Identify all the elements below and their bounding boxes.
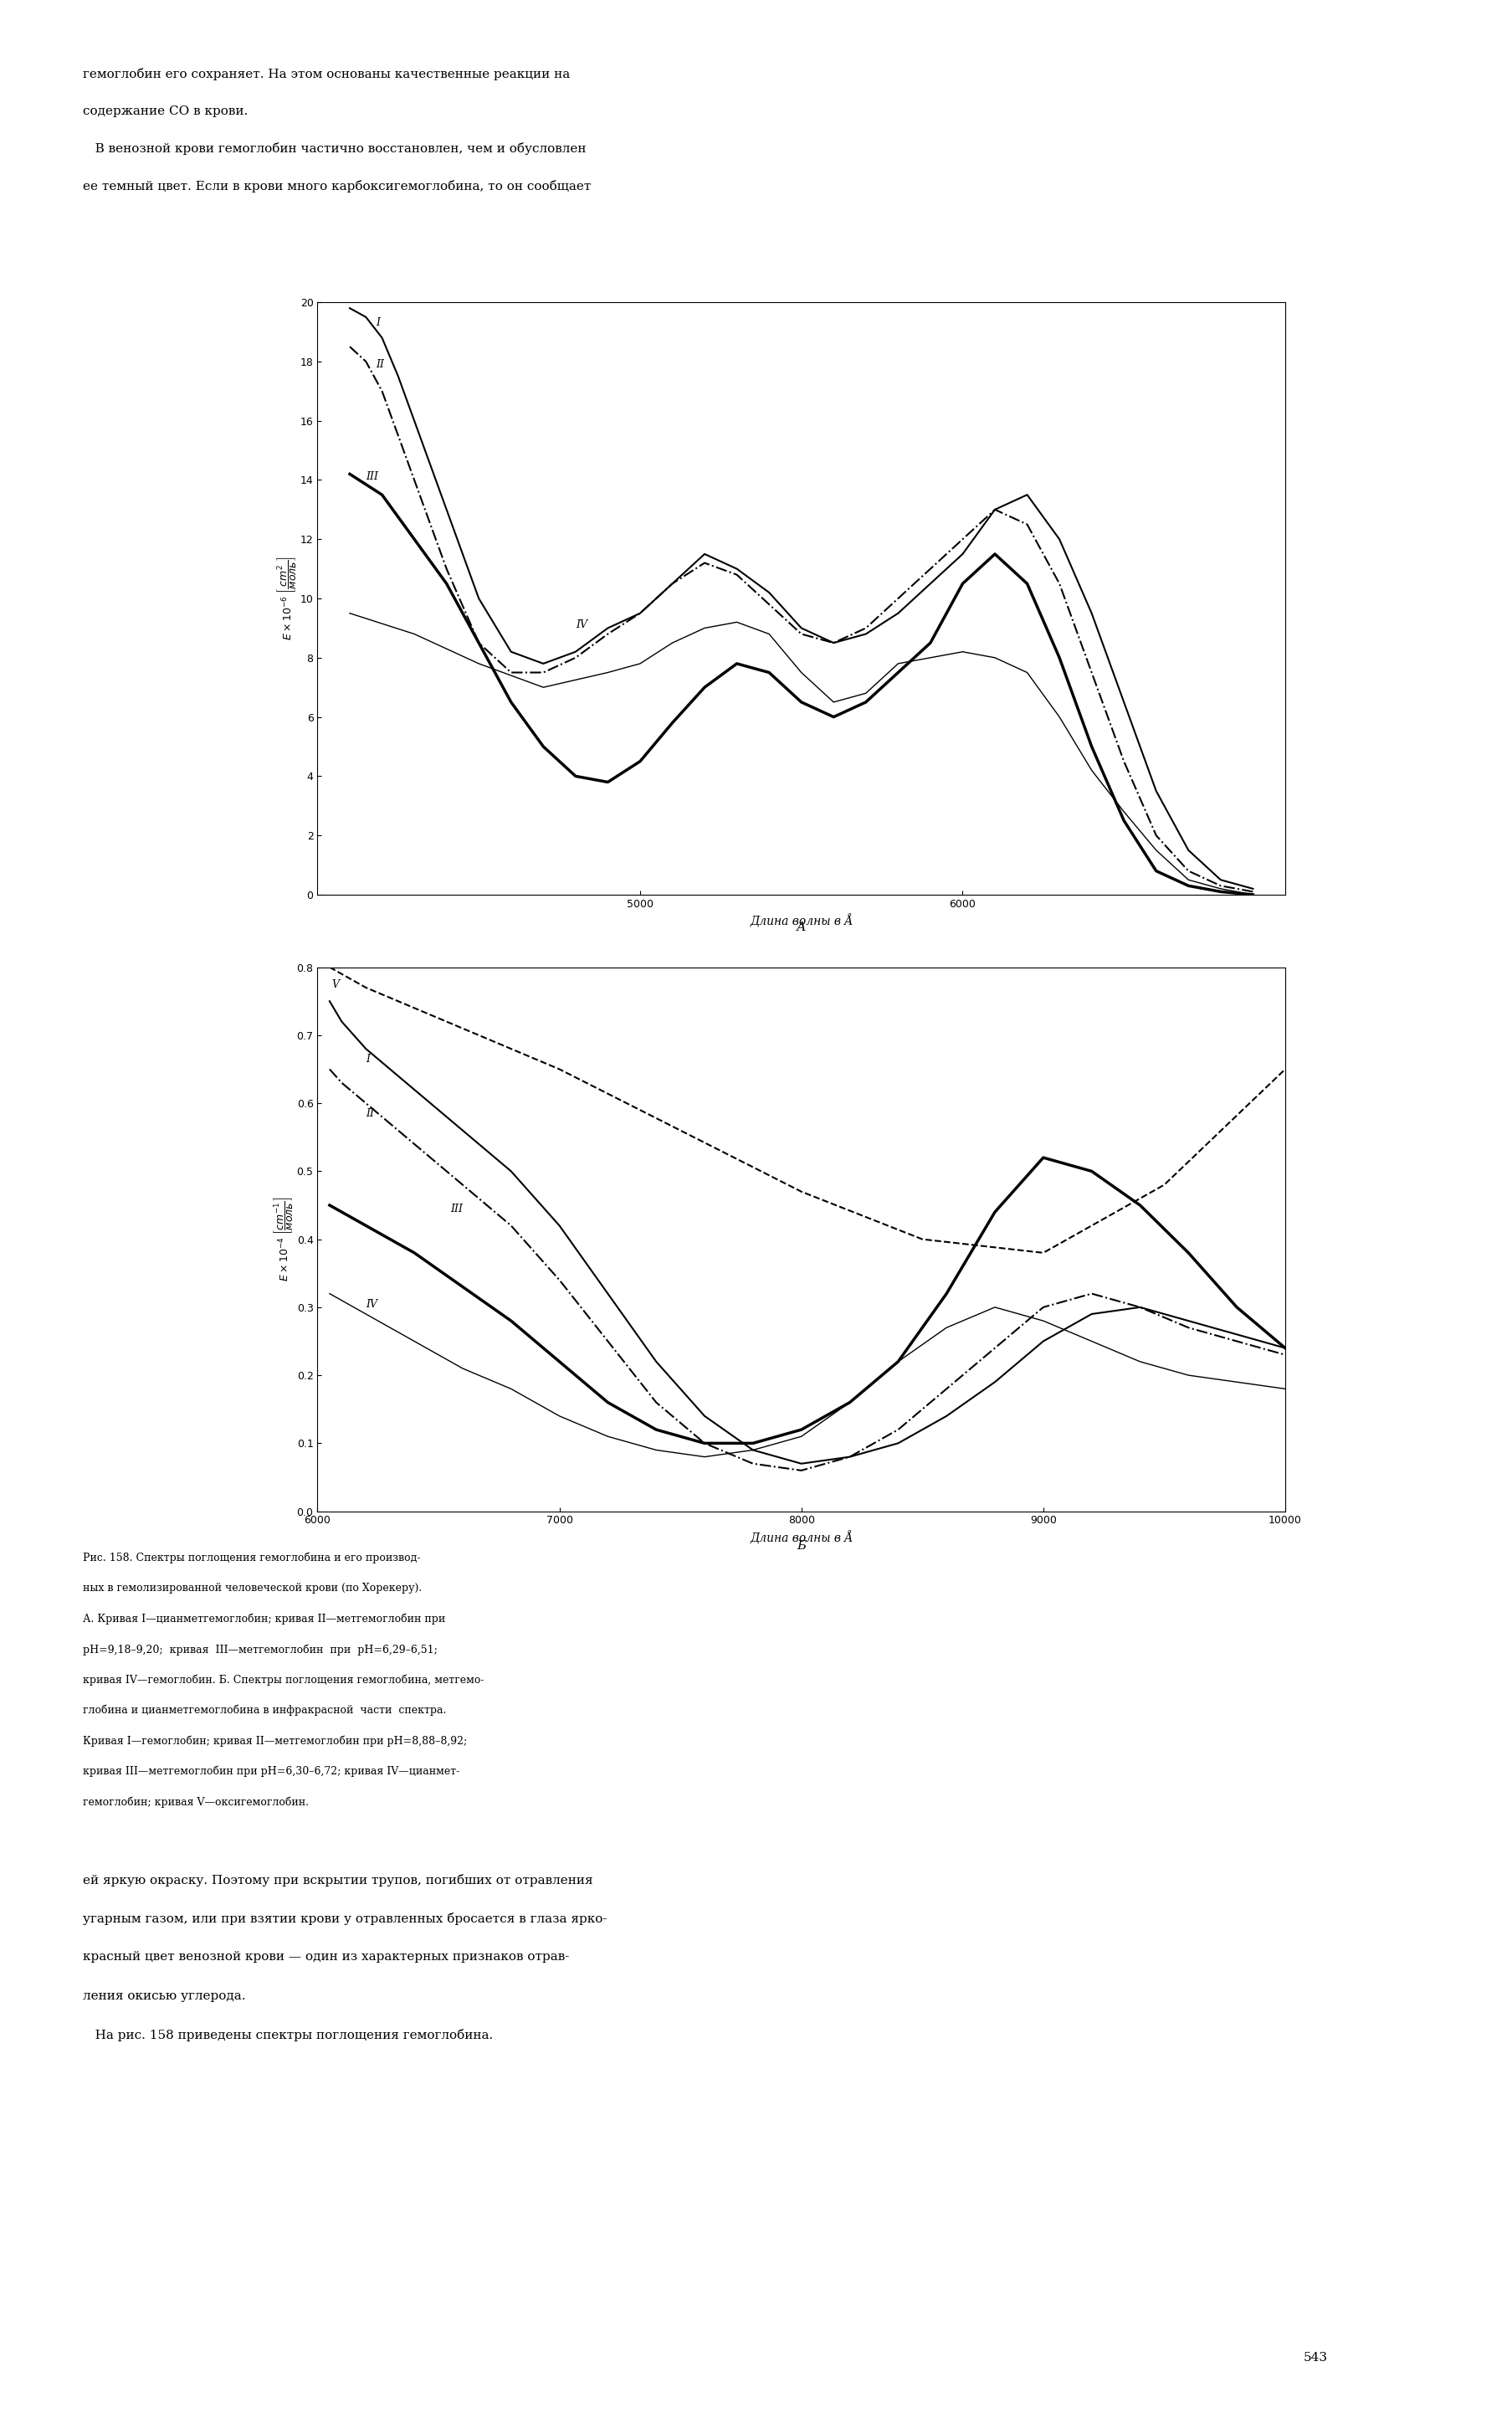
Text: Б: Б xyxy=(797,1540,806,1552)
Text: содержание СО в крови.: содержание СО в крови. xyxy=(83,106,248,116)
Text: I: I xyxy=(366,1054,370,1064)
Text: угарным газом, или при взятии крови у отравленных бросается в глаза ярко-: угарным газом, или при взятии крови у от… xyxy=(83,1913,608,1925)
Text: pH=9,18–9,20;  кривая  III—метгемоглобин  при  pH=6,29–6,51;: pH=9,18–9,20; кривая III—метгемоглобин п… xyxy=(83,1644,438,1656)
X-axis label: Длина волны в Å: Длина волны в Å xyxy=(750,1531,853,1545)
Text: III: III xyxy=(366,472,378,484)
Text: II: II xyxy=(366,1107,375,1120)
Text: ей яркую окраску. Поэтому при вскрытии трупов, погибших от отравления: ей яркую окраску. Поэтому при вскрытии т… xyxy=(83,1874,593,1886)
Text: II: II xyxy=(375,358,384,370)
Text: гемоглобин; кривая V—оксигемоглобин.: гемоглобин; кривая V—оксигемоглобин. xyxy=(83,1797,308,1809)
Text: А: А xyxy=(797,921,806,933)
Text: глобина и цианметгемоглобина в инфракрасной  части  спектра.: глобина и цианметгемоглобина в инфракрас… xyxy=(83,1705,446,1717)
Text: ления окисью углерода.: ления окисью углерода. xyxy=(83,1990,246,2002)
Text: V: V xyxy=(333,979,340,989)
Text: На рис. 158 приведены спектры поглощения гемоглобина.: На рис. 158 приведены спектры поглощения… xyxy=(83,2029,493,2041)
Text: А. Кривая I—цианметгемоглобин; кривая II—метгемоглобин при: А. Кривая I—цианметгемоглобин; кривая II… xyxy=(83,1613,446,1625)
Text: В венозной крови гемоглобин частично восстановлен, чем и обусловлен: В венозной крови гемоглобин частично вос… xyxy=(83,143,587,155)
X-axis label: Длина волны в Å: Длина волны в Å xyxy=(750,914,853,929)
Text: кривая IV—гемоглобин. Б. Спектры поглощения гемоглобина, метгемо-: кривая IV—гемоглобин. Б. Спектры поглоще… xyxy=(83,1673,484,1685)
Text: кривая III—метгемоглобин при pH=6,30–6,72; кривая IV—цианмет-: кривая III—метгемоглобин при pH=6,30–6,7… xyxy=(83,1765,460,1777)
Text: IV: IV xyxy=(366,1298,378,1311)
Text: I: I xyxy=(375,317,380,329)
Text: ных в гемолизированной человеческой крови (по Хорекеру).: ных в гемолизированной человеческой кров… xyxy=(83,1584,422,1593)
Text: ее темный цвет. Если в крови много карбоксигемоглобина, то он сообщает: ее темный цвет. Если в крови много карбо… xyxy=(83,181,591,193)
Text: III: III xyxy=(451,1204,463,1214)
Y-axis label: $E \times 10^{-6}$ $\left[\dfrac{cm^2}{моль}\right]$: $E \times 10^{-6}$ $\left[\dfrac{cm^2}{м… xyxy=(275,556,298,641)
Text: IV: IV xyxy=(576,619,587,631)
Y-axis label: $E \times 10^{-4}$ $\left[\dfrac{cm^{-1}}{моль}\right]$: $E \times 10^{-4}$ $\left[\dfrac{cm^{-1}… xyxy=(272,1197,295,1282)
Text: гемоглобин его сохраняет. На этом основаны качественные реакции на: гемоглобин его сохраняет. На этом основа… xyxy=(83,68,570,80)
Text: Рис. 158. Спектры поглощения гемоглобина и его производ-: Рис. 158. Спектры поглощения гемоглобина… xyxy=(83,1552,420,1564)
Text: красный цвет венозной крови — один из характерных признаков отрав-: красный цвет венозной крови — один из ха… xyxy=(83,1951,570,1963)
Text: 543: 543 xyxy=(1303,2353,1328,2362)
Text: Кривая I—гемоглобин; кривая II—метгемоглобин при pH=8,88–8,92;: Кривая I—гемоглобин; кривая II—метгемогл… xyxy=(83,1736,467,1746)
